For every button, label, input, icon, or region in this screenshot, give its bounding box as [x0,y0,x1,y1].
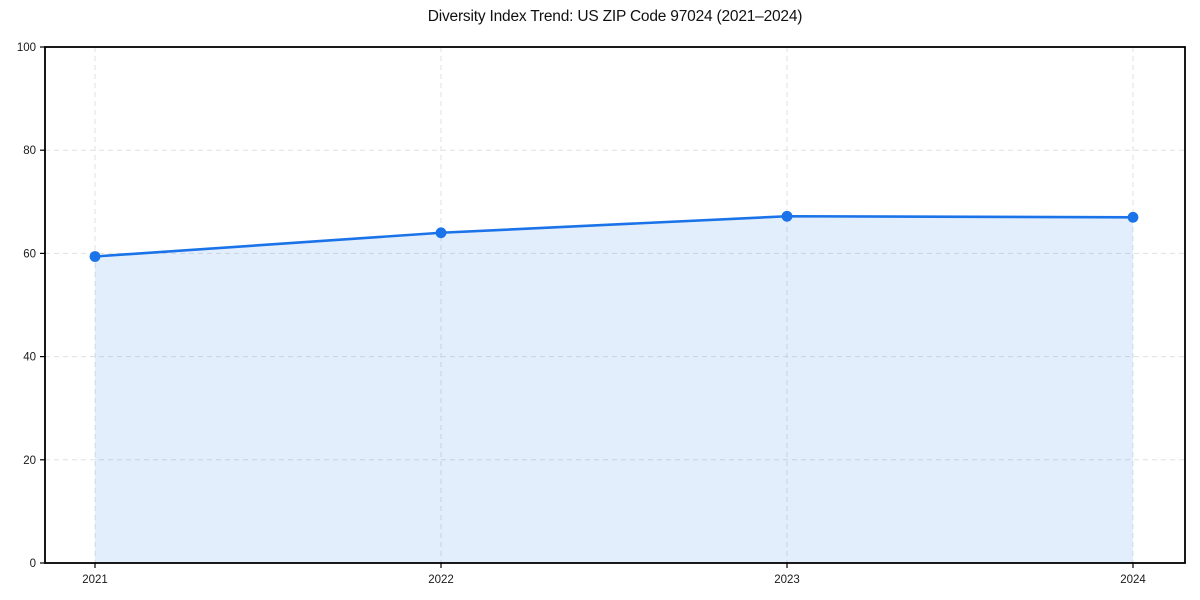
plot-border [44,46,1186,564]
x-axis-tick-label: 2024 [1120,574,1146,586]
chart-title: Diversity Index Trend: US ZIP Code 97024… [427,8,803,25]
trend-line [93,214,1135,258]
y-axis-tick-label: 20 [23,455,36,467]
plot-background [45,47,1185,563]
y-axis-tick-label: 40 [23,352,36,364]
x-axis-tick-label: 2021 [82,574,108,586]
y-axis-tick-label: 60 [23,248,36,260]
area-fill [95,216,1133,564]
x-axis-tick-label: 2023 [774,574,800,586]
y-axis-tick-label: 80 [23,145,36,157]
data-point-marker [435,227,447,239]
y-axis-tick-label: 100 [17,42,36,54]
y-axis-tick-label: 0 [30,558,36,570]
data-point-marker [89,251,101,262]
x-axis-tick-label: 2022 [428,574,454,586]
data-point-marker [1127,211,1139,223]
data-point-marker [781,210,793,222]
